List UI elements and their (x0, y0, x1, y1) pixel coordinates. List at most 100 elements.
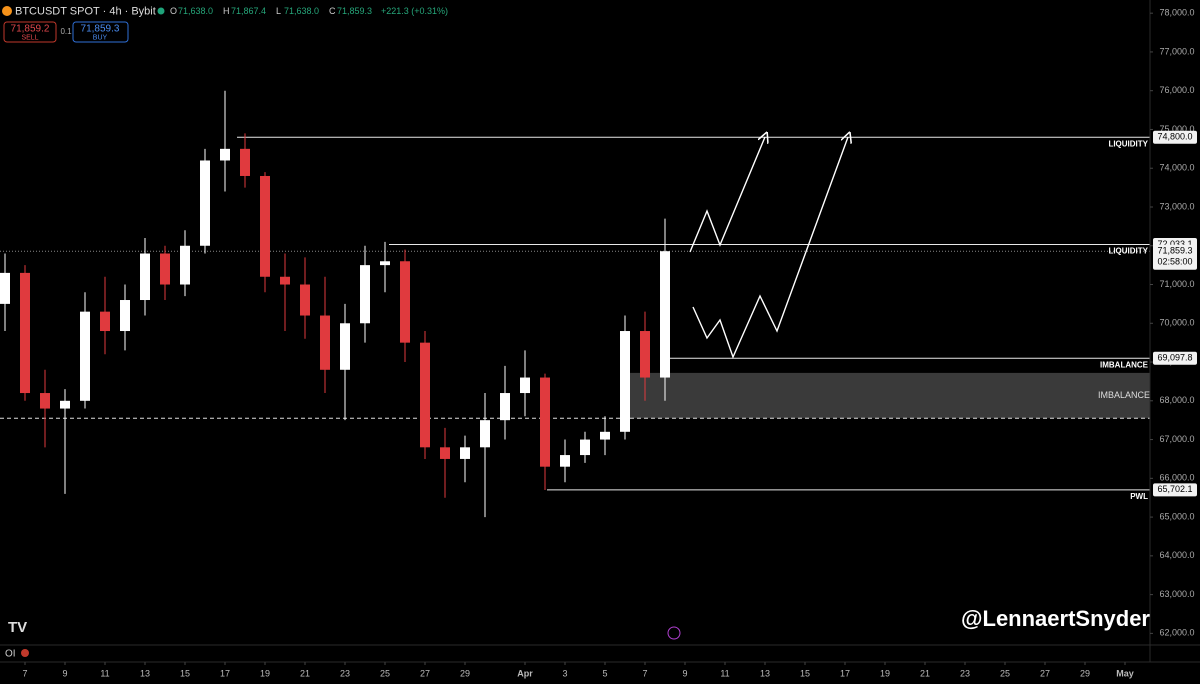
candle-body (280, 276, 290, 285)
candle-body (240, 148, 250, 176)
candle-body (480, 420, 490, 448)
candle-body (420, 342, 430, 448)
candle-body (640, 331, 650, 378)
ohlc-key: L (276, 6, 281, 16)
candle-body (380, 261, 390, 266)
x-tick-label: 25 (1000, 668, 1010, 678)
price-tag-label: 72,033.1 (1157, 239, 1192, 249)
x-tick-label: 5 (602, 668, 607, 678)
y-tick-label: 77,000.0 (1159, 46, 1194, 56)
candle-body (440, 447, 450, 459)
price-tag-label: 65,702.1 (1157, 484, 1192, 494)
price-tag (1153, 483, 1197, 497)
last-price-label: 71,859.3 (1157, 246, 1192, 256)
y-tick-label: 73,000.0 (1159, 201, 1194, 211)
status-dot (157, 7, 165, 15)
candle-body (20, 272, 30, 394)
level-note: PWL (1130, 492, 1148, 501)
zone-note: IMBALANCE (1098, 390, 1150, 400)
x-tick-label: 29 (1080, 668, 1090, 678)
price-tag-label: 74,800.0 (1157, 132, 1192, 142)
watermark: @LennaertSnyder (961, 606, 1150, 631)
x-tick-label: 25 (380, 668, 390, 678)
y-tick-label: 76,000.0 (1159, 85, 1194, 95)
indicator-alert (21, 649, 29, 657)
projection-arrow (689, 137, 765, 253)
y-tick-label: 71,000.0 (1159, 279, 1194, 289)
ohlc-key: H (223, 6, 230, 16)
candle-body (260, 175, 270, 277)
candle-body (140, 253, 150, 301)
x-tick-label: 27 (1040, 668, 1050, 678)
projection-arrow (692, 137, 848, 359)
y-tick-label: 70,000.0 (1159, 318, 1194, 328)
last-price-tag (1153, 244, 1197, 270)
x-tick-label: Apr (517, 668, 533, 678)
x-tick-label: May (1116, 668, 1134, 678)
level-note: IMBALANCE (1100, 360, 1149, 369)
quantity[interactable]: 0.1 (60, 27, 72, 36)
buy-price: 71,859.3 (81, 24, 120, 35)
candle-body (520, 377, 530, 394)
level-note: LIQUIDITY (1108, 247, 1148, 256)
x-tick-label: 17 (840, 668, 850, 678)
x-tick-label: 7 (22, 668, 27, 678)
candle-body (100, 311, 110, 332)
symbol[interactable]: BTCUSDT SPOT · 4h · Bybit (15, 5, 156, 17)
candle-body (500, 393, 510, 421)
candle-body (660, 251, 670, 378)
sell-price: 71,859.2 (11, 24, 50, 35)
symbol-icon (2, 6, 12, 16)
candle-body (540, 377, 550, 467)
event-icon[interactable] (667, 626, 681, 640)
sell-label: SELL (21, 34, 38, 41)
y-tick-label: 65,000.0 (1159, 511, 1194, 521)
candle-body (220, 148, 230, 161)
y-tick-label: 66,000.0 (1159, 473, 1194, 483)
imbalance-zone (622, 372, 1150, 419)
candle-body (200, 160, 210, 246)
x-tick-label: 11 (100, 668, 109, 678)
candle-body (0, 272, 10, 304)
countdown: 02:58:00 (1157, 257, 1192, 267)
buy-label: BUY (93, 34, 108, 41)
x-tick-label: 9 (682, 668, 687, 678)
x-tick-label: 29 (460, 668, 470, 678)
ohlc-value: 71,859.3 (337, 6, 372, 16)
x-tick-label: 19 (260, 668, 270, 678)
y-tick-label: 62,000.0 (1159, 628, 1194, 638)
price-tag (1153, 351, 1197, 365)
price-tag-label: 69,097.8 (1157, 353, 1192, 363)
candle-body (580, 439, 590, 456)
candle-body (80, 311, 90, 401)
x-tick-label: 23 (960, 668, 970, 678)
candle-body (180, 245, 190, 285)
candle-body (360, 265, 370, 324)
x-tick-label: 19 (880, 668, 890, 678)
x-tick-label: 13 (140, 668, 150, 678)
candle-body (60, 400, 70, 409)
x-tick-label: 27 (420, 668, 430, 678)
price-tag (1153, 130, 1197, 144)
x-tick-label: 13 (760, 668, 770, 678)
candle-body (340, 323, 350, 370)
candle-body (600, 431, 610, 440)
candle-body (120, 300, 130, 332)
candle-body (460, 447, 470, 459)
sell-button[interactable] (3, 21, 57, 43)
x-tick-label: 3 (562, 668, 567, 678)
candle-body (620, 331, 630, 432)
indicator-label: OI (5, 649, 16, 660)
candle-body (300, 284, 310, 316)
x-tick-label: 15 (180, 668, 190, 678)
ohlc-key: O (170, 6, 177, 16)
buy-button[interactable] (72, 21, 129, 43)
candle-body (160, 253, 170, 285)
ohlc-change: +221.3 (+0.31%) (381, 6, 448, 16)
candle-body (320, 315, 330, 370)
x-tick-label: 15 (800, 668, 810, 678)
y-tick-label: 67,000.0 (1159, 434, 1194, 444)
x-tick-label: 21 (300, 668, 310, 678)
